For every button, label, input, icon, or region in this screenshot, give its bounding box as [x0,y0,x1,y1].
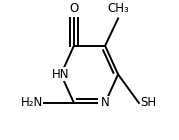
Text: HN: HN [52,68,70,81]
Text: O: O [69,2,79,15]
Text: N: N [101,96,110,109]
Text: SH: SH [140,96,156,109]
Text: CH₃: CH₃ [107,2,129,15]
Text: H₂N: H₂N [20,96,43,109]
